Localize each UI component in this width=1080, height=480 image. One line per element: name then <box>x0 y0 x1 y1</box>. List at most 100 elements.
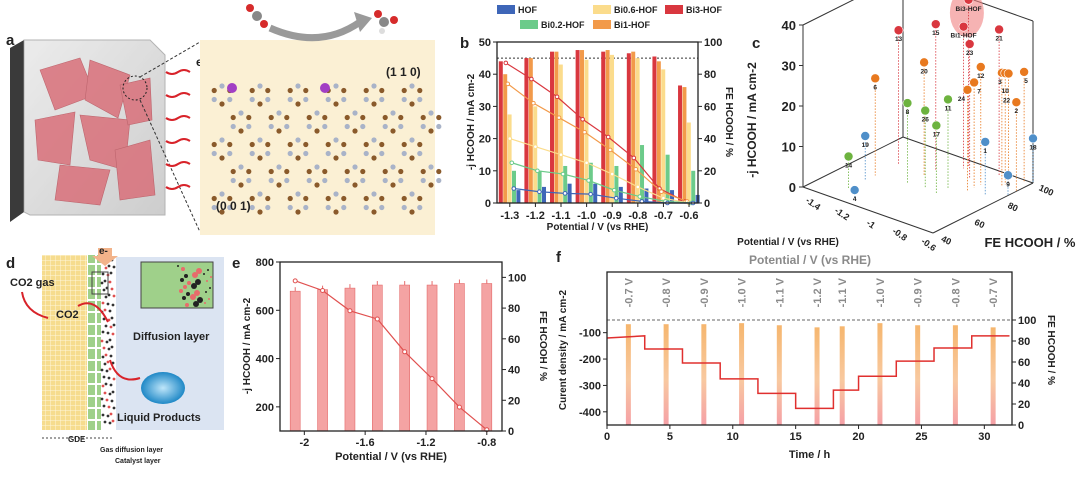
catalyst-layer-label: Catalyst layer <box>115 458 161 465</box>
data-point <box>969 77 979 88</box>
x-axis-label: Potential / V (vs RHE) <box>547 222 649 233</box>
point-label: 8 <box>906 109 910 116</box>
data-point <box>860 131 871 141</box>
lattice-atom <box>401 204 407 211</box>
y2-tick-label: 80 <box>508 303 520 315</box>
catalyst-particle <box>109 383 113 387</box>
fe-point <box>659 189 664 195</box>
chart-title: Potential / V (vs RHE) <box>749 253 871 267</box>
point-label: 26 <box>922 117 930 124</box>
point-label: 12 <box>977 73 985 80</box>
catalyst-particle <box>104 382 108 386</box>
y2-tick-label: 20 <box>1018 399 1030 411</box>
lattice-atom <box>322 177 328 184</box>
lattice-atom <box>246 114 252 121</box>
inset-particle <box>187 281 191 285</box>
catalyst-particle <box>105 340 109 344</box>
catalyst-particle <box>111 419 115 423</box>
fe-point <box>580 116 585 122</box>
lattice-atom <box>211 195 217 202</box>
data-point <box>1003 68 1014 79</box>
y2-tick-label: 100 <box>508 272 526 284</box>
catalyst-particle <box>104 266 108 270</box>
lattice-atom <box>238 128 244 134</box>
catalyst-particle <box>107 347 111 351</box>
lattice-atom <box>352 164 358 170</box>
potential-label: -1.0 V <box>875 277 887 307</box>
y-axis-label: -j HCOOH / mA cm-2 <box>466 73 477 170</box>
y-tick-label: 0 <box>485 198 491 210</box>
lattice-atom <box>227 195 233 202</box>
data-point <box>843 151 854 162</box>
liquid-product-droplet <box>141 372 185 404</box>
lattice-atom <box>284 114 290 121</box>
inset-particle <box>177 265 179 267</box>
lattice-atom <box>314 128 320 134</box>
point-label: 4 <box>853 196 857 203</box>
lattice-atom <box>276 182 282 188</box>
catalyst-particle <box>103 391 107 395</box>
lattice-atom <box>227 141 233 148</box>
lattice-atom <box>314 110 320 116</box>
lattice-atom <box>325 195 331 202</box>
catalyst-particle <box>112 323 116 327</box>
x-tick-label: 20 <box>852 431 864 443</box>
fe-bar <box>776 325 782 425</box>
data-point <box>930 19 941 29</box>
point-label: 24 <box>958 96 966 103</box>
potential-label: -1.2 V <box>812 277 824 307</box>
current-density-point <box>292 278 298 284</box>
fe-bar <box>814 327 820 425</box>
fe-point <box>535 168 540 174</box>
bar-Bi1-HOF <box>605 50 610 203</box>
catalyst-particle <box>110 345 114 349</box>
legend-label: Bi3-HOF <box>686 5 723 15</box>
lattice-atom <box>344 114 350 121</box>
lattice-atom <box>428 182 434 188</box>
current-density-point <box>347 308 353 314</box>
lattice-atom <box>287 87 293 94</box>
bismuth-atom <box>320 83 330 93</box>
bar-Bi0.2-HOF <box>614 165 619 203</box>
lattice-atom <box>306 123 312 130</box>
lattice-atom <box>341 204 347 211</box>
lattice-atom <box>265 141 271 148</box>
lattice-atom <box>352 182 358 188</box>
fe-bar <box>990 327 996 425</box>
bar-Bi0.6-HOF <box>610 54 615 203</box>
x-axis-label: Potential / V (vs RHE) <box>737 237 839 248</box>
z-tick-label: 30 <box>782 59 796 74</box>
x-axis-label: Time / h <box>789 449 831 461</box>
y-tick-label: -200 <box>579 354 601 366</box>
bar-HOF <box>618 186 623 203</box>
y-tick-label: 100 <box>1037 183 1055 198</box>
fe-bar <box>289 290 301 432</box>
fe-point <box>631 155 637 161</box>
legend-label: Bi0.2-HOF <box>541 20 585 30</box>
inset-particle <box>193 301 199 307</box>
lattice-atom <box>417 96 423 103</box>
lattice-atom <box>303 150 309 157</box>
inset-particles <box>177 265 212 307</box>
x-tick-label: -1.2 <box>526 210 545 222</box>
legend-swatch <box>497 5 515 14</box>
microporous-layer <box>88 255 101 430</box>
lattice-atom <box>265 195 271 202</box>
fe-bar <box>399 284 410 432</box>
panel-d: d e- CO2 gas CO2 Diffusion layer Liquid … <box>6 246 224 465</box>
co2-arrow <box>77 302 109 323</box>
charts: bHOFBi0.2-HOFBi0.6-HOFBi1-HOFBi3-HOF0102… <box>232 0 1076 463</box>
inset-particle <box>206 280 208 282</box>
plot-frame <box>606 271 1013 426</box>
bar-Bi0.2-HOF <box>665 154 670 203</box>
catalyst-particle <box>107 376 111 380</box>
fe-point <box>531 100 536 106</box>
fe-bar <box>481 283 493 432</box>
liquid-products-label: Liquid Products <box>117 412 201 424</box>
lattice-atom <box>303 141 309 148</box>
zoom-circle <box>122 75 148 101</box>
catalyst-particle <box>102 375 106 379</box>
catalyst-particle <box>101 413 105 417</box>
y2-tick-label: 20 <box>508 395 520 407</box>
lattice-atom <box>379 141 385 148</box>
